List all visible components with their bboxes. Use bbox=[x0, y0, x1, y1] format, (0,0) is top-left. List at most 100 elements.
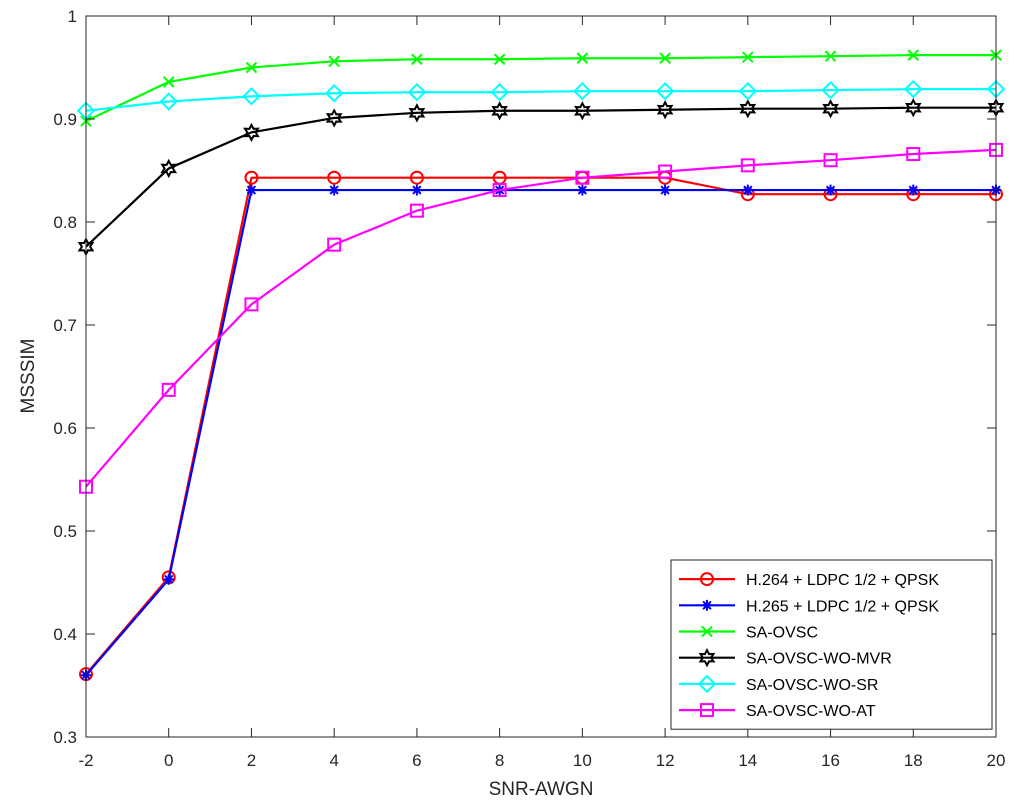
data-point bbox=[411, 53, 423, 66]
y-axis-title: MSSSIM bbox=[18, 339, 39, 414]
legend-item: SA-OVSC-WO-AT bbox=[679, 703, 876, 720]
data-point bbox=[160, 158, 178, 179]
data-point bbox=[742, 184, 754, 196]
data-point bbox=[575, 170, 590, 185]
x-tick-label: 20 bbox=[987, 751, 1006, 770]
data-point bbox=[324, 84, 344, 103]
legend-label: H.265 + LDPC 1/2 + QPSK bbox=[746, 598, 939, 615]
series-line bbox=[85, 148, 997, 488]
data-point bbox=[491, 101, 508, 121]
data-point bbox=[659, 184, 671, 196]
data-point bbox=[825, 184, 836, 196]
data-point bbox=[907, 184, 919, 196]
data-point bbox=[161, 382, 176, 397]
data-point bbox=[245, 61, 258, 74]
legend-item: H.265 + LDPC 1/2 + QPSK bbox=[679, 598, 939, 615]
data-point bbox=[823, 153, 838, 168]
data-point bbox=[904, 98, 922, 118]
x-tick-label: 10 bbox=[573, 751, 592, 770]
data-point bbox=[742, 51, 754, 64]
data-point bbox=[738, 81, 758, 101]
data-point bbox=[740, 158, 755, 173]
legend-item: H.264 + LDPC 1/2 + QPSK bbox=[679, 572, 939, 589]
data-point bbox=[327, 170, 342, 185]
tick-layer: -2 0 2 4 6 8 10 12 14 16 18 20 0.3 0.4 0.5 0.6 0.7 0.8 0.9… bbox=[53, 7, 1005, 770]
data-point bbox=[243, 122, 260, 143]
data-point bbox=[409, 203, 424, 218]
legend-item: SA-OVSC-WO-SR bbox=[679, 674, 878, 694]
data-point bbox=[407, 83, 427, 102]
data-point bbox=[328, 184, 340, 196]
data-point bbox=[328, 55, 340, 68]
x-tick-label: 12 bbox=[656, 751, 675, 770]
data-point bbox=[655, 81, 675, 101]
series-line bbox=[85, 88, 996, 112]
legend-label: SA-OVSC-WO-AT bbox=[746, 703, 876, 720]
data-point bbox=[822, 99, 839, 119]
data-point bbox=[242, 87, 261, 106]
data-point bbox=[658, 164, 673, 179]
x-tick-label: -2 bbox=[78, 751, 93, 770]
data-point bbox=[246, 184, 257, 196]
data-point bbox=[701, 625, 713, 638]
data-point bbox=[162, 76, 175, 88]
y-tick-label: 1 bbox=[68, 7, 77, 26]
data-point bbox=[409, 170, 424, 185]
x-tick-label: 6 bbox=[412, 751, 421, 770]
x-tick-label: 8 bbox=[495, 751, 504, 770]
series-line bbox=[85, 54, 996, 123]
data-point bbox=[490, 83, 509, 102]
data-point bbox=[659, 52, 671, 65]
legend-item: SA-OVSC bbox=[679, 625, 818, 642]
data-point bbox=[244, 297, 259, 312]
data-point bbox=[411, 184, 423, 196]
data-point bbox=[697, 674, 717, 694]
series-line bbox=[85, 106, 996, 248]
data-point bbox=[821, 80, 840, 100]
data-point bbox=[907, 49, 920, 61]
data-point bbox=[492, 183, 507, 198]
legend-label: SA-OVSC-WO-SR bbox=[746, 677, 878, 694]
data-point bbox=[701, 599, 713, 611]
legend-label: SA-OVSC bbox=[746, 625, 818, 642]
data-point bbox=[656, 100, 674, 120]
series-line bbox=[85, 188, 996, 676]
x-tick-label: 14 bbox=[738, 751, 757, 770]
y-tick-label: 0.3 bbox=[53, 728, 77, 747]
data-point bbox=[576, 52, 589, 65]
legend-label: SA-OVSC-WO-MVR bbox=[746, 651, 892, 668]
y-tick-label: 0.9 bbox=[53, 110, 77, 129]
legend-box bbox=[670, 559, 993, 730]
series-line bbox=[85, 176, 996, 675]
x-axis-title: SNR-AWGN bbox=[489, 779, 594, 800]
data-point bbox=[904, 79, 923, 99]
data-point bbox=[739, 99, 757, 119]
legend: H.264 + LDPC 1/2 + QPSK H.265 + LDPC 1/2 … bbox=[670, 559, 993, 730]
y-tick-label: 0.5 bbox=[53, 522, 77, 541]
data-point bbox=[700, 572, 714, 587]
data-point bbox=[698, 648, 716, 668]
legend-label: H.264 + LDPC 1/2 + QPSK bbox=[746, 572, 939, 589]
data-point bbox=[327, 237, 342, 252]
y-tick-label: 0.6 bbox=[53, 419, 77, 438]
y-tick-label: 0.8 bbox=[53, 213, 77, 232]
data-point bbox=[573, 81, 592, 101]
data-point bbox=[576, 184, 588, 196]
data-point bbox=[163, 574, 175, 585]
data-point bbox=[493, 53, 506, 66]
series-2 bbox=[80, 49, 1002, 127]
plot-frame bbox=[85, 15, 997, 738]
data-point bbox=[159, 92, 178, 111]
x-tick-label: 16 bbox=[821, 751, 840, 770]
data-point bbox=[244, 170, 259, 185]
legend-item: SA-OVSC-WO-MVR bbox=[679, 648, 892, 668]
x-tick-label: 0 bbox=[164, 751, 173, 770]
data-point bbox=[700, 703, 714, 718]
y-tick-label: 0.4 bbox=[53, 625, 77, 644]
data-point bbox=[906, 147, 921, 162]
y-tick-label: 0.7 bbox=[53, 316, 77, 335]
x-tick-label: 4 bbox=[329, 751, 338, 770]
data-point bbox=[408, 103, 426, 123]
x-tick-label: 18 bbox=[904, 751, 923, 770]
